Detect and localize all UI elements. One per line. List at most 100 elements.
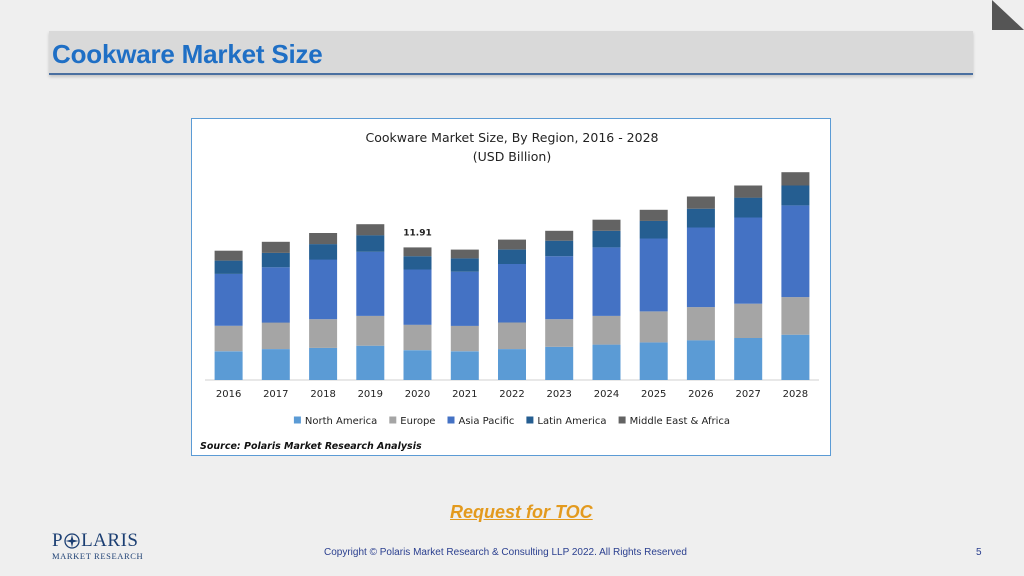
bar-segment-2022-2 <box>498 263 526 323</box>
bar-segment-2026-1 <box>686 307 715 341</box>
x-tick-2016: 2016 <box>216 389 241 400</box>
bar-segment-2019-0 <box>356 345 385 380</box>
bar-segment-2019-4 <box>356 224 385 236</box>
page-fold-icon <box>992 0 1024 30</box>
chart-legend: North America Europe Asia Pacific Latin Ame… <box>293 416 730 427</box>
polaris-logo: P LARIS MARKET RESEARCH <box>52 531 143 561</box>
bar-segment-2023-2 <box>545 256 574 320</box>
title-bar: Cookware Market Size <box>49 31 973 75</box>
bar-segment-2027-3 <box>734 197 763 218</box>
bar-segment-2027-2 <box>734 217 763 304</box>
copyright-text: Copyright © Polaris Market Research & Co… <box>324 547 687 558</box>
bar-segment-2024-0 <box>592 344 621 380</box>
chart-title: Cookware Market Size, By Region, 2016 - … <box>366 130 659 145</box>
x-tick-2022: 2022 <box>499 389 524 400</box>
bar-segment-2026-4 <box>686 196 715 209</box>
data-label-2020: 11.91 <box>403 228 431 238</box>
bar-segment-2021-2 <box>450 271 479 326</box>
bar-segment-2016-2 <box>214 273 243 326</box>
bar-segment-2025-4 <box>639 209 668 221</box>
chart-frame: Cookware Market Size, By Region, 2016 - … <box>191 118 831 456</box>
bar-segment-2025-1 <box>639 311 668 343</box>
bar-segment-2020-1 <box>403 324 432 351</box>
page-number: 5 <box>976 547 982 558</box>
legend-label-1: Europe <box>400 416 435 427</box>
x-tick-2023: 2023 <box>546 389 571 400</box>
x-tick-2019: 2019 <box>358 389 383 400</box>
bar-segment-2018-4 <box>309 233 338 245</box>
x-tick-2026: 2026 <box>688 389 713 400</box>
bar-segment-2024-4 <box>592 219 621 231</box>
legend-label-0: North America <box>305 416 377 427</box>
bar-segment-2023-0 <box>545 346 574 380</box>
bar-segment-2023-1 <box>545 319 574 347</box>
bar-segment-2025-0 <box>639 342 668 380</box>
logo-subtitle: MARKET RESEARCH <box>52 551 144 561</box>
legend-label-2: Asia Pacific <box>459 416 515 427</box>
bar-segment-2016-1 <box>214 325 243 352</box>
x-tick-2025: 2025 <box>641 389 666 400</box>
compass-star-icon <box>64 532 80 549</box>
bar-segment-2028-1 <box>781 297 810 335</box>
bar-segment-2017-0 <box>261 349 290 380</box>
bar-segment-2022-3 <box>498 249 526 264</box>
x-tick-2028: 2028 <box>783 389 808 400</box>
bar-segment-2022-4 <box>498 239 526 250</box>
stacked-bar-chart: Cookware Market Size, By Region, 2016 - … <box>200 130 819 452</box>
bar-segment-2026-2 <box>686 227 715 308</box>
bar-segment-2021-3 <box>450 258 479 272</box>
bar-segment-2020-3 <box>403 256 432 270</box>
bar-segment-2028-4 <box>781 172 810 186</box>
data-labels: 11.91 <box>403 228 431 238</box>
bar-segment-2028-0 <box>781 334 810 380</box>
x-tick-labels: 2016 2017 2018 2019 2020 2021 2022 2023 2024 2025… <box>216 389 808 400</box>
bar-segment-2022-0 <box>498 349 526 380</box>
x-tick-2020: 2020 <box>405 389 430 400</box>
bar-segment-2024-2 <box>592 247 621 316</box>
bar-segment-2018-2 <box>309 259 338 320</box>
legend-label-3: Latin America <box>537 416 606 427</box>
slide-title: Cookware Market Size <box>52 39 323 69</box>
legend-swatch-1 <box>389 416 397 424</box>
logo-brand: P LARIS <box>52 530 139 551</box>
bar-segment-2027-4 <box>734 185 763 198</box>
bar-segment-2017-1 <box>261 322 290 349</box>
bar-segment-2018-3 <box>309 244 338 260</box>
bar-segment-2019-3 <box>356 235 385 252</box>
x-tick-2021: 2021 <box>452 389 477 400</box>
bar-segment-2017-3 <box>261 252 290 268</box>
bar-segment-2023-4 <box>545 230 574 241</box>
bar-segment-2024-1 <box>592 315 621 345</box>
bar-segment-2016-3 <box>214 260 243 274</box>
bar-segment-2016-0 <box>214 351 243 380</box>
bar-segment-2018-0 <box>309 347 338 380</box>
bar-segment-2017-4 <box>261 241 290 253</box>
bar-segment-2021-0 <box>450 351 479 380</box>
x-tick-2027: 2027 <box>735 389 760 400</box>
bar-segment-2028-3 <box>781 185 810 206</box>
bar-segment-2019-1 <box>356 315 385 346</box>
legend-swatch-3 <box>526 416 534 424</box>
bar-segment-2027-1 <box>734 303 763 338</box>
request-toc-link[interactable]: Request for TOC <box>450 502 593 522</box>
x-tick-2018: 2018 <box>310 389 335 400</box>
legend-swatch-4 <box>618 416 626 424</box>
x-tick-2017: 2017 <box>263 389 288 400</box>
bar-segment-2017-2 <box>261 267 290 323</box>
bar-segment-2027-0 <box>734 338 763 380</box>
bar-segment-2026-3 <box>686 208 715 228</box>
bar-segment-2022-1 <box>498 322 526 349</box>
legend-label-4: Middle East & Africa <box>630 416 730 427</box>
legend-swatch-0 <box>293 416 301 424</box>
x-tick-2024: 2024 <box>594 389 619 400</box>
bar-segment-2025-3 <box>639 220 668 239</box>
bar-group <box>214 172 810 380</box>
legend-swatch-2 <box>447 416 455 424</box>
chart-subtitle: (USD Billion) <box>473 149 551 164</box>
bar-segment-2020-4 <box>403 247 432 257</box>
bar-segment-2023-3 <box>545 240 574 257</box>
bar-segment-2021-1 <box>450 325 479 352</box>
bar-segment-2018-1 <box>309 319 338 348</box>
bar-segment-2028-2 <box>781 205 810 298</box>
bar-segment-2021-4 <box>450 249 479 259</box>
